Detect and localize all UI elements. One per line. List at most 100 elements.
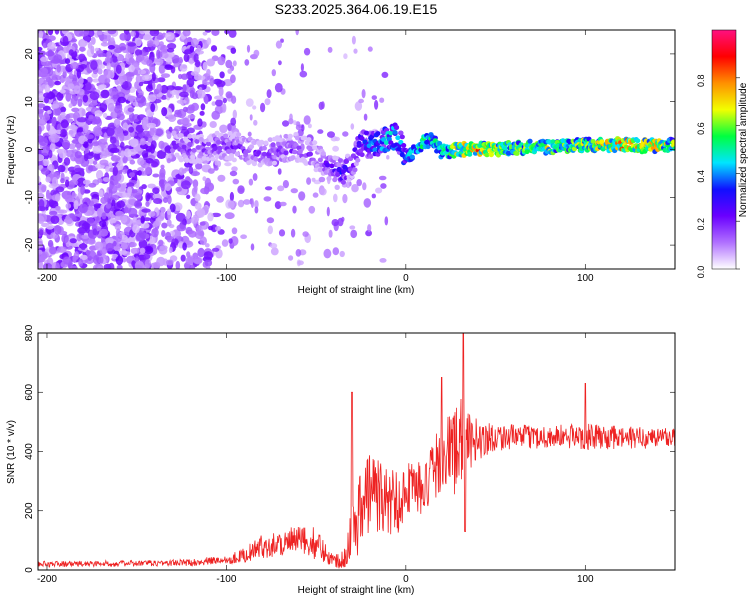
heatmap-cell bbox=[294, 135, 301, 141]
heatmap-cell bbox=[97, 68, 103, 75]
heatmap-cell bbox=[175, 212, 186, 222]
heatmap-cell bbox=[205, 265, 211, 269]
heatmap-cell bbox=[41, 145, 51, 156]
heatmap-cell bbox=[144, 46, 152, 53]
heatmap-cell bbox=[89, 101, 98, 106]
heatmap-cell bbox=[164, 64, 172, 69]
heatmap-cell bbox=[228, 238, 233, 244]
spectrogram-x-ticks: -200 -100 0 100 bbox=[37, 30, 594, 284]
heatmap-cell bbox=[90, 60, 98, 71]
heatmap-cell bbox=[363, 113, 368, 121]
snr-y-tick-label: 200 bbox=[24, 502, 35, 519]
heatmap-cell bbox=[151, 161, 159, 168]
heatmap-cell bbox=[160, 67, 166, 74]
heatmap-cell bbox=[153, 220, 159, 228]
heatmap-cell bbox=[112, 166, 119, 177]
heatmap-cell bbox=[312, 140, 318, 146]
heatmap-cell bbox=[38, 103, 46, 109]
heatmap-cell bbox=[207, 212, 214, 222]
heatmap-cell bbox=[55, 193, 61, 202]
heatmap-cell bbox=[90, 36, 96, 46]
heatmap-cell bbox=[120, 242, 128, 250]
heatmap-cell bbox=[116, 200, 126, 208]
heatmap-cell bbox=[199, 221, 206, 226]
heatmap-cell bbox=[46, 192, 50, 200]
colorbar-tick-label: 0.4 bbox=[696, 170, 706, 183]
heatmap-cell bbox=[38, 63, 41, 69]
heatmap-cell bbox=[64, 176, 70, 182]
heatmap-cell bbox=[215, 139, 222, 145]
heatmap-cell bbox=[238, 187, 245, 193]
heatmap-cell bbox=[362, 182, 367, 191]
heatmap-cell bbox=[271, 160, 278, 166]
heatmap-cell bbox=[96, 266, 103, 269]
heatmap-cell bbox=[182, 122, 192, 128]
heatmap-cell bbox=[51, 75, 62, 81]
heatmap-cell bbox=[204, 259, 213, 267]
heatmap-cell bbox=[141, 150, 149, 158]
heatmap-cell bbox=[524, 149, 530, 155]
heatmap-cell bbox=[232, 60, 237, 67]
heatmap-cell bbox=[52, 108, 62, 116]
heatmap-cell bbox=[350, 123, 355, 130]
heatmap-cell bbox=[214, 154, 220, 160]
heatmap-cell bbox=[76, 142, 81, 151]
heatmap-cell bbox=[211, 30, 220, 36]
heatmap-cell bbox=[277, 168, 282, 175]
heatmap-cell bbox=[69, 213, 76, 219]
snr-x-tick-label: 100 bbox=[577, 574, 594, 585]
heatmap-cell bbox=[55, 262, 60, 269]
heatmap-cell bbox=[246, 44, 251, 53]
heatmap-cell bbox=[187, 114, 196, 119]
heatmap-cell bbox=[38, 175, 41, 184]
heatmap-cell bbox=[128, 57, 135, 63]
heatmap-cell bbox=[50, 215, 60, 224]
heatmap-cell bbox=[197, 159, 203, 164]
heatmap-cell bbox=[142, 74, 153, 82]
heatmap-cell bbox=[116, 162, 124, 171]
heatmap-cell bbox=[266, 217, 275, 224]
heatmap-cell bbox=[117, 96, 127, 104]
heatmap-cell bbox=[237, 199, 245, 208]
heatmap-cell bbox=[135, 94, 146, 104]
heatmap-cell bbox=[161, 230, 166, 237]
heatmap-cell bbox=[200, 103, 206, 111]
heatmap-cell bbox=[354, 101, 363, 111]
heatmap-cell bbox=[279, 201, 287, 207]
heatmap-cell bbox=[103, 69, 113, 79]
heatmap-cell bbox=[253, 49, 260, 57]
heatmap-cell bbox=[60, 119, 69, 129]
heatmap-cell bbox=[62, 70, 67, 79]
heatmap-cell bbox=[292, 205, 297, 214]
heatmap-cell bbox=[152, 135, 159, 141]
snr-series-line bbox=[38, 333, 675, 569]
heatmap-cell bbox=[254, 200, 259, 209]
heatmap-cell bbox=[90, 45, 95, 55]
heatmap-cell bbox=[105, 237, 114, 245]
heatmap-cell bbox=[191, 148, 197, 153]
heatmap-cell bbox=[45, 176, 51, 183]
heatmap-cell bbox=[200, 187, 209, 195]
heatmap-cell bbox=[342, 131, 349, 137]
heatmap-cell bbox=[114, 105, 123, 114]
heatmap-cell bbox=[116, 264, 123, 269]
heatmap-cell bbox=[334, 136, 341, 142]
heatmap-cell bbox=[94, 129, 103, 137]
heatmap-cell bbox=[158, 246, 168, 255]
heatmap-cell bbox=[51, 117, 57, 127]
heatmap-cell bbox=[374, 99, 379, 110]
heatmap-cell bbox=[311, 177, 316, 182]
colorbar-tick-label: 0.2 bbox=[696, 218, 706, 231]
snr-y-ticks: 0 200 400 600 800 bbox=[24, 324, 675, 573]
heatmap-cell bbox=[72, 255, 77, 263]
heatmap-cell bbox=[219, 71, 225, 79]
heatmap-cell bbox=[108, 162, 114, 168]
heatmap-cell bbox=[306, 177, 312, 185]
heatmap-cell bbox=[46, 224, 54, 230]
heatmap-cell bbox=[218, 86, 224, 97]
snr-y-tick-label: 800 bbox=[24, 324, 35, 341]
heatmap-cell bbox=[106, 61, 111, 72]
heatmap-cell bbox=[156, 49, 161, 59]
heatmap-cell bbox=[214, 158, 219, 166]
heatmap-cell bbox=[41, 185, 47, 192]
